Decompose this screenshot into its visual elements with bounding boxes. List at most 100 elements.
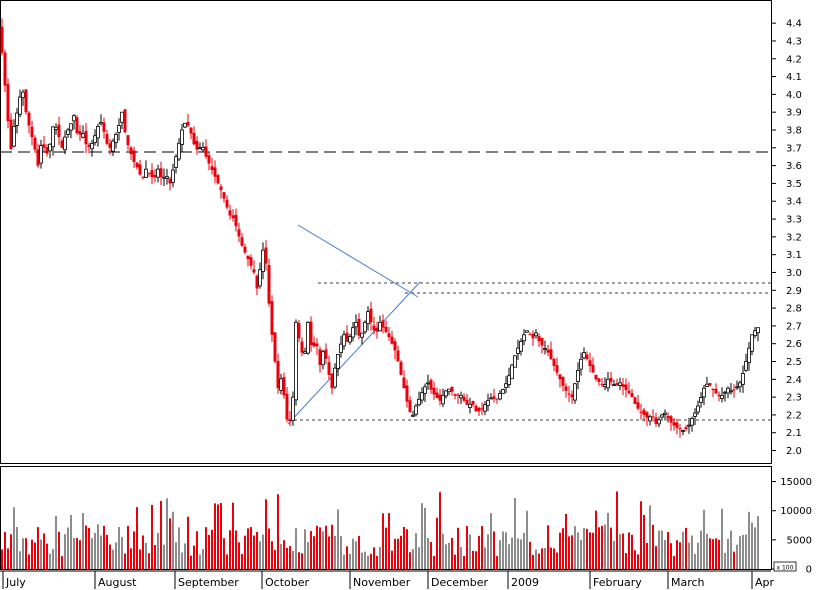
volume-bar <box>565 513 567 569</box>
volume-bar <box>631 534 633 569</box>
candle-body-down <box>345 332 349 342</box>
price-tick-label: 3.7 <box>786 143 802 154</box>
volume-bar <box>370 553 372 569</box>
candle-body-down <box>255 275 259 289</box>
month-label: 2009 <box>511 576 539 589</box>
candle-body-down <box>432 387 436 395</box>
volume-bar <box>385 527 387 569</box>
volume-bar <box>346 546 348 569</box>
volume-bar <box>421 503 423 569</box>
price-axis: 2.0 2.1 2.2 2.3 2.4 2.5 2.6 2.7 2.8 2.9 3.0 3.1 3.2 3… <box>771 19 802 457</box>
volume-bar <box>91 538 93 569</box>
volume-bar <box>736 544 738 569</box>
volume-bar <box>286 548 288 569</box>
candle-body-up <box>720 394 724 399</box>
candle-body-up <box>411 414 415 417</box>
candle-body-down <box>387 333 391 338</box>
candle-body-down <box>537 335 541 342</box>
candle-body-down <box>273 332 277 362</box>
volume-bar <box>100 535 102 569</box>
candle-body-up <box>72 115 76 122</box>
candle-body-up <box>99 122 103 125</box>
candle-body-up <box>618 382 622 386</box>
price-tick-label: 4.1 <box>786 72 802 83</box>
candle-body-down <box>633 397 637 404</box>
candle-body-up <box>120 111 124 123</box>
volume-bar <box>340 536 342 569</box>
candle-body-down <box>330 373 334 389</box>
volume-bar <box>4 531 6 569</box>
volume-bar <box>445 544 447 569</box>
candle-body-down <box>252 269 256 273</box>
volume-bar <box>235 530 237 569</box>
candle-body-down <box>210 166 214 171</box>
volume-bar <box>394 538 396 569</box>
volume-bar <box>718 539 720 569</box>
candle-body-up <box>165 176 169 179</box>
candle-body-down <box>27 112 31 126</box>
candle-body-down <box>33 137 37 150</box>
volume-bar <box>19 551 21 569</box>
volume-bar <box>463 555 465 569</box>
volume-bar <box>130 548 132 569</box>
candle-body-down <box>24 89 28 113</box>
volume-bar <box>358 536 360 569</box>
volume-bar <box>211 529 213 569</box>
candle-body-up <box>426 382 430 385</box>
price-tick-label: 4.3 <box>786 36 802 47</box>
volume-bar <box>604 524 606 569</box>
volume-bar <box>511 537 513 569</box>
volume-bar <box>88 527 90 569</box>
candle-body-up <box>726 387 730 394</box>
volume-bar <box>106 534 108 569</box>
candle-body-up <box>660 414 664 418</box>
volume-bar <box>187 516 189 569</box>
volume-bar <box>259 541 261 569</box>
candle-body-up <box>201 146 205 151</box>
volume-bar <box>280 543 282 569</box>
volume-bar <box>688 542 690 569</box>
volume-bar <box>724 552 726 569</box>
candle-body-up <box>93 135 97 143</box>
volume-bar <box>622 533 624 569</box>
candle-body-down <box>435 392 439 399</box>
volume-bar <box>301 553 303 569</box>
candle-body-down <box>591 364 595 373</box>
volume-bar <box>94 532 96 569</box>
candle-body-up <box>360 332 364 338</box>
candle-body-down <box>549 349 553 360</box>
candle-body-up <box>117 125 121 133</box>
candle-body-up <box>498 393 502 400</box>
volume-bar <box>127 525 129 569</box>
candle-body-up <box>414 405 418 415</box>
candle-body-down <box>456 394 460 396</box>
candle-body-down <box>312 342 316 347</box>
volume-bar <box>97 524 99 569</box>
volume-bar <box>400 535 402 569</box>
volume-bar <box>406 529 408 569</box>
volume-bar <box>277 494 279 569</box>
candle-body-down <box>678 428 682 430</box>
price-tick-label: 2.1 <box>786 428 802 439</box>
candle-body-down <box>240 237 244 246</box>
price-panel-frame <box>0 0 772 464</box>
candle-body-down <box>495 398 499 400</box>
candle-body-down <box>132 150 136 163</box>
candle-body-down <box>666 415 670 419</box>
volume-bar <box>673 556 675 569</box>
price-tick-label: 2.7 <box>786 321 802 332</box>
volume-bar <box>64 534 66 569</box>
candle-body-up <box>696 405 700 413</box>
volume-bar <box>484 547 486 569</box>
candle-body-up <box>306 321 310 354</box>
volume-bar <box>136 507 138 569</box>
candle-body-down <box>270 301 274 335</box>
volume-bar <box>550 547 552 569</box>
candle-body-down <box>708 383 712 386</box>
candle-body-up <box>525 330 529 333</box>
volume-bar <box>481 526 483 569</box>
candle-body-down <box>636 402 640 409</box>
candle-body-down <box>357 318 361 336</box>
candle-body-up <box>468 403 472 408</box>
candle-body-up <box>741 373 745 385</box>
